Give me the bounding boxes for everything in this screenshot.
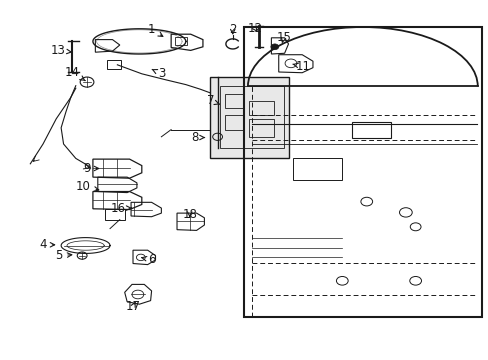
Polygon shape <box>210 77 288 158</box>
Text: 2: 2 <box>228 23 236 36</box>
Text: 16: 16 <box>111 202 131 215</box>
Text: 11: 11 <box>292 60 310 73</box>
Text: 8: 8 <box>190 131 204 144</box>
Text: 18: 18 <box>182 208 197 221</box>
Text: 9: 9 <box>83 162 99 175</box>
Text: 10: 10 <box>76 180 99 193</box>
Circle shape <box>270 44 278 50</box>
Text: 5: 5 <box>55 249 72 262</box>
Text: 1: 1 <box>147 23 163 36</box>
Text: 6: 6 <box>142 253 155 266</box>
Text: 13: 13 <box>50 44 71 57</box>
Text: 3: 3 <box>152 67 165 80</box>
Text: 12: 12 <box>247 22 262 35</box>
Text: 15: 15 <box>276 31 290 44</box>
Text: 17: 17 <box>125 300 140 313</box>
Text: 14: 14 <box>65 66 85 81</box>
Text: 4: 4 <box>39 238 55 251</box>
Text: 7: 7 <box>206 94 219 107</box>
